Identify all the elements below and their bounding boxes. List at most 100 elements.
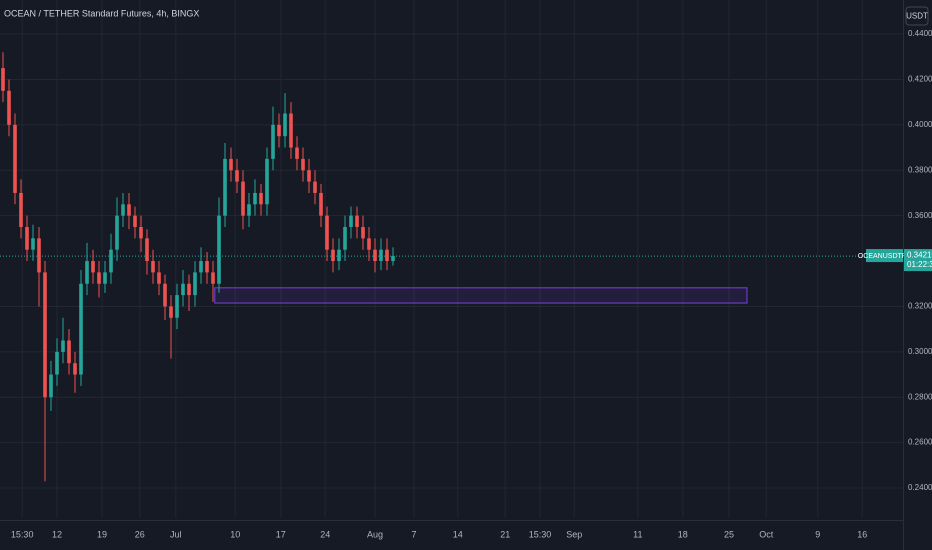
candle-body: [193, 272, 197, 296]
candle-body: [319, 192, 323, 216]
x-tick-label: 17: [276, 529, 286, 539]
x-tick-label: Aug: [367, 529, 383, 539]
candle-body: [13, 124, 17, 193]
x-tick-label: Jul: [170, 529, 182, 539]
candle-body: [295, 147, 299, 159]
x-tick-label: 14: [453, 529, 463, 539]
x-tick-label: Sep: [566, 529, 582, 539]
candle-body: [235, 170, 239, 182]
candle-body: [337, 249, 341, 262]
last-price-box: [904, 249, 932, 272]
candle-body: [373, 249, 377, 262]
candle-body: [223, 158, 227, 216]
candle-body: [283, 113, 287, 137]
x-tick-label: 26: [135, 529, 145, 539]
candle-body: [49, 374, 53, 398]
candle-body: [121, 204, 125, 216]
candle-body: [331, 249, 335, 262]
candle-body: [109, 249, 113, 273]
candle-body: [79, 283, 83, 375]
candle-body: [265, 158, 269, 205]
x-tick-label: 15:30: [11, 529, 34, 539]
candle-body: [181, 283, 185, 296]
currency-button-label[interactable]: USDT: [906, 12, 928, 21]
x-tick-label: 21: [500, 529, 510, 539]
candle-body: [367, 238, 371, 250]
candle-body: [313, 181, 317, 193]
candle-body: [145, 238, 149, 262]
candle-body: [31, 238, 35, 250]
candle-body: [61, 340, 65, 352]
candle-body: [85, 261, 89, 284]
candle-body: [133, 215, 137, 227]
x-tick-label: 15:30: [529, 529, 552, 539]
x-tick-label: 10: [230, 529, 240, 539]
candle-body: [103, 272, 107, 284]
candle-body: [361, 226, 365, 239]
y-tick-label: 0.24000: [908, 483, 932, 492]
candle-body: [91, 261, 95, 273]
x-tick-label: 24: [320, 529, 330, 539]
x-tick-label: 19: [97, 529, 107, 539]
symbol-label-box: [866, 249, 903, 263]
candle-body: [19, 192, 23, 227]
candle-body: [199, 261, 203, 273]
candle-body: [343, 226, 347, 250]
candle-body: [253, 192, 257, 205]
candle-body: [1, 68, 5, 91]
candle-body: [349, 215, 353, 227]
candle-body: [127, 204, 131, 216]
symbol-label: OCEANUSDTPS: [858, 253, 912, 260]
candle-body: [37, 238, 41, 273]
last-price-label: 0.34219: [907, 251, 932, 260]
candle-body: [307, 170, 311, 182]
candle-body: [355, 215, 359, 227]
candle-body: [169, 306, 173, 318]
candle-body: [25, 226, 29, 250]
candle-body: [43, 272, 47, 398]
candle-body: [73, 363, 77, 375]
x-tick-label: 16: [857, 529, 867, 539]
candle-body: [115, 215, 119, 250]
x-tick-label: 9: [815, 529, 820, 539]
candle-body: [271, 124, 275, 159]
x-tick-label: 12: [52, 529, 62, 539]
candle-body: [151, 261, 155, 273]
x-tick-label: 18: [678, 529, 688, 539]
currency-button[interactable]: [905, 6, 929, 26]
candle-body: [217, 215, 221, 284]
x-tick-label: 11: [633, 529, 642, 539]
candle-body: [325, 215, 329, 250]
candle-body: [7, 90, 11, 125]
candle-body: [139, 226, 143, 239]
candle-body: [289, 113, 293, 148]
chart-title: OCEAN / TETHER Standard Futures, 4h, BIN…: [4, 8, 199, 18]
candle-body: [259, 192, 263, 205]
candle-body: [175, 295, 179, 318]
candle-body: [229, 158, 233, 171]
x-tick-label: 7: [411, 529, 416, 539]
candle-body: [277, 124, 281, 137]
candle-body: [391, 256, 395, 262]
countdown-label: 01:22:34: [907, 260, 932, 269]
candle-body: [241, 181, 245, 216]
candle-body: [187, 283, 191, 296]
x-tick-label: Oct: [759, 529, 774, 539]
candle-body: [385, 249, 389, 262]
candle-body: [157, 272, 161, 284]
candle-body: [55, 351, 59, 375]
candle-body: [67, 340, 71, 364]
candle-body: [301, 158, 305, 171]
zone-rectangle: [214, 287, 748, 304]
candle-body: [211, 272, 215, 284]
grid: [0, 0, 903, 518]
